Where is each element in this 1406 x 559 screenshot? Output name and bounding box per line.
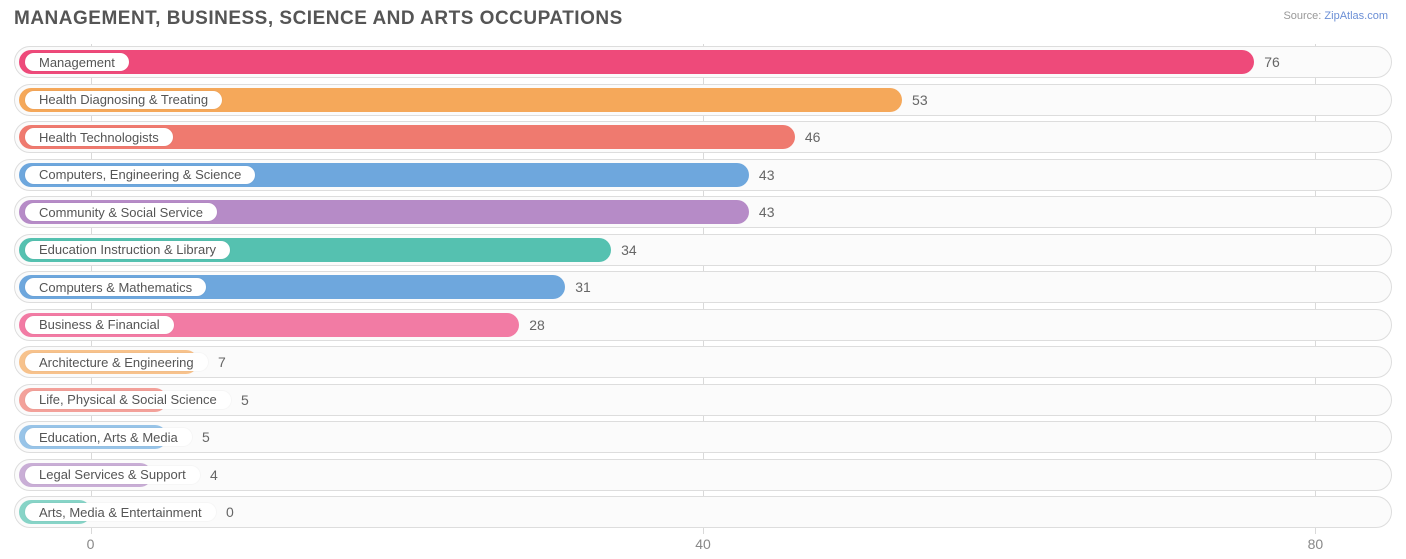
chart-row: Education, Arts & Media 5	[14, 419, 1392, 455]
row-track	[14, 421, 1392, 453]
chart-row: Community & Social Service 43	[14, 194, 1392, 230]
category-label: Health Technologists	[25, 128, 173, 146]
category-label: Arts, Media & Entertainment	[25, 503, 216, 521]
category-label: Architecture & Engineering	[25, 353, 208, 371]
x-axis: 0 40 80	[14, 534, 1392, 556]
chart-row: Health Technologists 46	[14, 119, 1392, 155]
row-track	[14, 459, 1392, 491]
source-label: Source:	[1283, 10, 1321, 22]
chart-container: MANAGEMENT, BUSINESS, SCIENCE AND ARTS O…	[0, 0, 1406, 559]
plot-area: Management 76 Health Diagnosing & Treating…	[14, 44, 1392, 534]
value-label: 34	[621, 242, 637, 258]
value-label: 46	[805, 129, 821, 145]
source-link[interactable]: ZipAtlas.com	[1324, 10, 1388, 22]
chart-row: Education Instruction & Library 34	[14, 232, 1392, 268]
value-label: 53	[912, 92, 928, 108]
chart-title: MANAGEMENT, BUSINESS, SCIENCE AND ARTS O…	[14, 8, 1392, 30]
category-label: Management	[25, 53, 129, 71]
value-label: 0	[226, 504, 234, 520]
category-label: Education Instruction & Library	[25, 241, 230, 259]
category-label: Life, Physical & Social Science	[25, 391, 231, 409]
x-tick-label: 40	[695, 536, 711, 552]
category-label: Computers & Mathematics	[25, 278, 206, 296]
chart-row: Architecture & Engineering 7	[14, 344, 1392, 380]
chart-row: Legal Services & Support 4	[14, 457, 1392, 493]
value-label: 5	[202, 429, 210, 445]
value-label: 31	[575, 279, 591, 295]
category-label: Computers, Engineering & Science	[25, 166, 255, 184]
chart-row: Life, Physical & Social Science 5	[14, 382, 1392, 418]
row-track	[14, 496, 1392, 528]
category-label: Legal Services & Support	[25, 466, 200, 484]
chart-row: Management 76	[14, 44, 1392, 80]
chart-row: Arts, Media & Entertainment 0	[14, 494, 1392, 530]
category-label: Education, Arts & Media	[25, 428, 192, 446]
value-label: 76	[1264, 54, 1280, 70]
chart-rows: Management 76 Health Diagnosing & Treating…	[14, 44, 1392, 530]
bar	[19, 50, 1254, 74]
value-label: 4	[210, 467, 218, 483]
category-label: Health Diagnosing & Treating	[25, 91, 222, 109]
value-label: 43	[759, 167, 775, 183]
chart-row: Computers & Mathematics 31	[14, 269, 1392, 305]
chart-row: Computers, Engineering & Science 43	[14, 157, 1392, 193]
category-label: Community & Social Service	[25, 203, 217, 221]
x-tick-label: 0	[87, 536, 95, 552]
chart-row: Business & Financial 28	[14, 307, 1392, 343]
value-label: 5	[241, 392, 249, 408]
value-label: 28	[529, 317, 545, 333]
value-label: 43	[759, 204, 775, 220]
chart-row: Health Diagnosing & Treating 53	[14, 82, 1392, 118]
x-tick-label: 80	[1308, 536, 1324, 552]
source-attribution: Source: ZipAtlas.com	[1283, 10, 1388, 22]
category-label: Business & Financial	[25, 316, 174, 334]
value-label: 7	[218, 354, 226, 370]
